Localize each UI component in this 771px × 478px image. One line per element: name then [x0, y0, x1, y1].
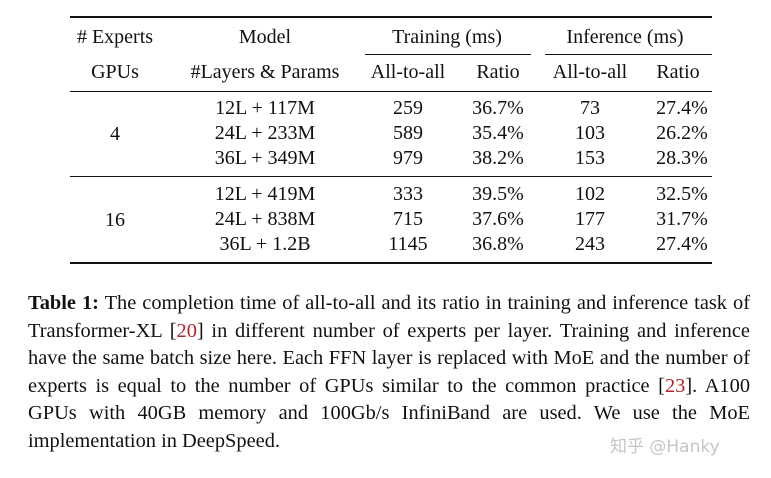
model-cell: 12L + 117M	[215, 97, 315, 119]
model-cell: 24L + 233M	[214, 122, 316, 144]
train-a2a-cell: 259	[393, 97, 423, 119]
train-ratio-cell: 36.7%	[472, 97, 524, 119]
training-cmidrule	[365, 54, 531, 55]
train-ratio-cell: 39.5%	[472, 183, 524, 205]
caption-text: The completion time of all-to-all and it…	[28, 292, 750, 342]
inf-ratio-cell: 27.4%	[656, 97, 708, 119]
inf-a2a-cell: 177	[575, 208, 605, 230]
citation-link[interactable]: 20	[176, 319, 197, 342]
caption-text: ] in different number of experts per lay…	[28, 319, 750, 397]
model-cell: 12L + 419M	[214, 183, 316, 205]
header-train-a2a: All-to-all	[370, 61, 446, 83]
experts-value: 4	[110, 123, 120, 145]
table-top-rule	[70, 16, 712, 18]
header-experts: # Experts	[76, 26, 154, 48]
header-model: Model	[238, 26, 292, 48]
train-a2a-cell: 589	[393, 122, 423, 144]
train-ratio-cell: 37.6%	[472, 208, 524, 230]
header-rule	[70, 91, 712, 92]
model-cell: 36L + 1.2B	[219, 233, 311, 255]
header-layers-params: #Layers & Params	[190, 61, 340, 83]
model-cell: 24L + 838M	[214, 208, 316, 230]
inf-a2a-cell: 243	[575, 233, 605, 255]
inf-ratio-cell: 26.2%	[656, 122, 708, 144]
inf-a2a-cell: 103	[575, 122, 605, 144]
train-a2a-cell: 1145	[388, 233, 428, 255]
header-gpus: GPUs	[91, 61, 139, 83]
experts-value: 16	[105, 209, 125, 231]
citation-link[interactable]: 23	[664, 374, 686, 397]
table-bottom-rule	[70, 262, 712, 264]
header-train-ratio: Ratio	[476, 61, 520, 83]
inf-a2a-cell: 73	[580, 97, 600, 119]
train-a2a-cell: 333	[393, 183, 423, 205]
header-training: Training (ms)	[392, 26, 502, 48]
model-cell: 36L + 349M	[214, 147, 316, 169]
inf-ratio-cell: 31.7%	[656, 208, 708, 230]
table-caption: Table 1: The completion time of all-to-a…	[28, 290, 750, 456]
inf-a2a-cell: 102	[575, 183, 605, 205]
header-inf-a2a: All-to-all	[552, 61, 628, 83]
train-ratio-cell: 38.2%	[472, 147, 524, 169]
train-ratio-cell: 35.4%	[472, 122, 524, 144]
header-inference: Inference (ms)	[566, 26, 684, 48]
header-inf-ratio: Ratio	[656, 61, 700, 83]
train-a2a-cell: 715	[393, 208, 423, 230]
train-a2a-cell: 979	[393, 147, 423, 169]
caption-text: ]. A100 GPUs with 40GB memory and 100Gb/…	[28, 374, 751, 452]
inference-cmidrule	[545, 54, 712, 55]
inf-ratio-cell: 32.5%	[656, 183, 708, 205]
watermark-text: 知乎 @Hanky	[610, 437, 720, 457]
inf-ratio-cell: 27.4%	[656, 233, 708, 255]
caption-label: Table 1:	[28, 292, 99, 314]
train-ratio-cell: 36.8%	[472, 233, 524, 255]
inf-a2a-cell: 153	[575, 147, 605, 169]
group-separator-rule	[70, 176, 712, 177]
inf-ratio-cell: 28.3%	[656, 147, 708, 169]
